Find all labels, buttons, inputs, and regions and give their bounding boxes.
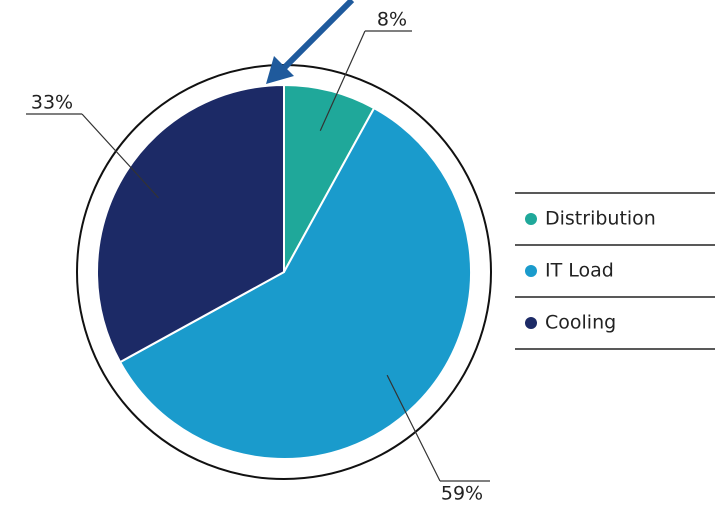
legend-swatch [525,317,537,329]
arrow-head [266,56,294,84]
slice-label: 8% [377,9,407,31]
legend-label: Distribution [545,208,656,230]
legend-label: IT Load [545,260,614,282]
slice-label: 33% [31,92,73,114]
legend-label: Cooling [545,312,616,334]
legend-swatch [525,265,537,277]
arrow-shaft [279,0,355,73]
leader-line [319,30,412,131]
leader-line [26,113,159,199]
leader-line [386,374,490,482]
pie-slice [283,83,376,273]
slice-label: 59% [441,483,483,505]
pie-slice [96,83,285,364]
pie-slice [118,106,472,460]
legend-swatch [525,213,537,225]
